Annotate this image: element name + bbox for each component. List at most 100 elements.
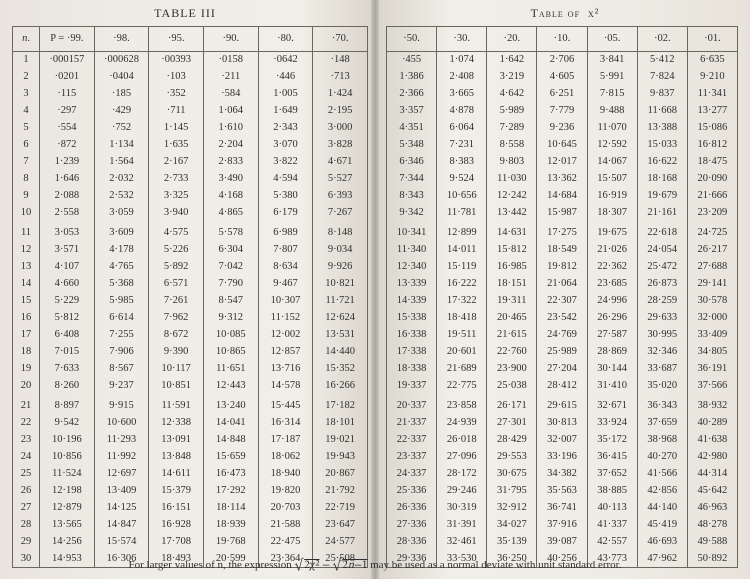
value-cell: 25·989 [537, 344, 587, 361]
value-cell: 2·032 [94, 171, 149, 188]
table-row: 18·33821·68923·90027·20430·14433·68736·1… [387, 361, 738, 378]
value-cell: 45·642 [687, 483, 737, 500]
value-cell: 3·609 [94, 222, 149, 242]
value-cell: 26·296 [587, 310, 637, 327]
value-cell: 6·064 [437, 120, 487, 137]
value-cell: 27·204 [537, 361, 587, 378]
value-cell: 16·151 [149, 500, 204, 517]
n-cell: 29 [13, 534, 40, 551]
right-title: Table of χ² [380, 6, 750, 21]
n-cell: 4 [13, 103, 40, 120]
value-cell: 5·892 [149, 259, 204, 276]
table-row: 26·33630·31932·91236·74140·11344·14046·9… [387, 500, 738, 517]
value-cell: 19·675 [587, 222, 637, 242]
value-cell: 11·668 [637, 103, 687, 120]
value-cell: 14·011 [437, 242, 487, 259]
value-cell: 15·033 [637, 137, 687, 154]
value-cell: 40·289 [687, 415, 737, 432]
value-cell: ·0158 [203, 52, 258, 69]
value-cell: ·00393 [149, 52, 204, 69]
value-cell: 15·987 [537, 205, 587, 222]
value-cell: 20·465 [487, 310, 537, 327]
value-cell: 3·053 [40, 222, 95, 242]
table-row: 123·5714·1785·2266·3047·8079·034 [13, 242, 368, 259]
value-cell: 9·034 [313, 242, 368, 259]
table-row: 176·4087·2558·67210·08512·00213·531 [13, 327, 368, 344]
value-cell: 34·805 [687, 344, 737, 361]
value-cell: 33·409 [687, 327, 737, 344]
value-cell: 38·968 [637, 432, 687, 449]
value-cell: 4·107 [40, 259, 95, 276]
value-cell: 12·198 [40, 483, 95, 500]
value-cell: 5·229 [40, 293, 95, 310]
value-cell: 14·848 [203, 432, 258, 449]
value-cell: 3·571 [40, 242, 95, 259]
value-cell: 7·231 [437, 137, 487, 154]
value-cell: 4·605 [537, 69, 587, 86]
value-cell: ·455 [387, 52, 437, 69]
value-cell: 1·386 [387, 69, 437, 86]
table-row: 2612·19813·40915·37917·29219·82021·792 [13, 483, 368, 500]
value-cell: 5·989 [487, 103, 537, 120]
value-cell: 10·645 [537, 137, 587, 154]
table-row: 2914·25615·57417·70819·76822·47524·577 [13, 534, 368, 551]
value-cell: 12·242 [487, 188, 537, 205]
col-p: ·10. [537, 27, 587, 52]
value-cell: 9·237 [94, 378, 149, 395]
value-cell: ·297 [40, 103, 95, 120]
n-cell: 19 [13, 361, 40, 378]
value-cell: 5·527 [313, 171, 368, 188]
value-cell: 19·768 [203, 534, 258, 551]
value-cell: 2·167 [149, 154, 204, 171]
value-cell: 14·041 [203, 415, 258, 432]
value-cell: 7·267 [313, 205, 368, 222]
value-cell: 2·833 [203, 154, 258, 171]
value-cell: ·185 [94, 86, 149, 103]
n-cell: 1 [13, 52, 40, 69]
value-cell: 20·601 [437, 344, 487, 361]
value-cell: 3·841 [587, 52, 637, 69]
value-cell: 27·688 [687, 259, 737, 276]
value-cell: 7·015 [40, 344, 95, 361]
value-cell: 10·085 [203, 327, 258, 344]
table-row: 6·8721·1341·6352·2043·0703·828 [13, 137, 368, 154]
right-title-a: Table of [531, 6, 580, 20]
value-cell: 10·600 [94, 415, 149, 432]
value-cell: 2·558 [40, 205, 95, 222]
value-cell: 15·659 [203, 449, 258, 466]
value-cell: 17·292 [203, 483, 258, 500]
table-row: 197·6338·56710·11711·65113·71615·352 [13, 361, 368, 378]
value-cell: 18·151 [487, 276, 537, 293]
value-cell: 29·246 [437, 483, 487, 500]
table-row: 2310·19611·29313·09114·84817·18719·021 [13, 432, 368, 449]
table-row: 7·3449·52411·03013·36215·50718·16820·090 [387, 171, 738, 188]
value-cell: 3·059 [94, 205, 149, 222]
value-cell: 20·867 [313, 466, 368, 483]
value-cell: 4·178 [94, 242, 149, 259]
value-cell: 24·939 [437, 415, 487, 432]
value-cell: 18·418 [437, 310, 487, 327]
table-row: 8·34310·65612·24214·68416·91919·67921·66… [387, 188, 738, 205]
value-cell: ·429 [94, 103, 149, 120]
value-cell: 39·087 [537, 534, 587, 551]
value-cell: 24·577 [313, 534, 368, 551]
value-cell: 9·236 [537, 120, 587, 137]
table-row: 17·33820·60122·76025·98928·86932·34634·8… [387, 344, 738, 361]
value-cell: 22·719 [313, 500, 368, 517]
value-cell: 23·685 [587, 276, 637, 293]
table-row: 2410·85611·99213·84815·65918·06219·943 [13, 449, 368, 466]
value-cell: 13·716 [258, 361, 313, 378]
value-cell: 9·210 [687, 69, 737, 86]
value-cell: 18·475 [687, 154, 737, 171]
table-row: 27·33631·39134·02737·91641·33745·41948·2… [387, 517, 738, 534]
footnote-b: may be used as a normal deviate with uni… [370, 559, 621, 571]
value-cell: 23·647 [313, 517, 368, 534]
value-cell: 2·532 [94, 188, 149, 205]
value-cell: 1·064 [203, 103, 258, 120]
value-cell: 11·781 [437, 205, 487, 222]
n-cell: 27 [13, 500, 40, 517]
table-row: 5·554·7521·1451·6102·3433·000 [13, 120, 368, 137]
value-cell: ·711 [149, 103, 204, 120]
value-cell: 5·226 [149, 242, 204, 259]
value-cell: 22·337 [387, 432, 437, 449]
